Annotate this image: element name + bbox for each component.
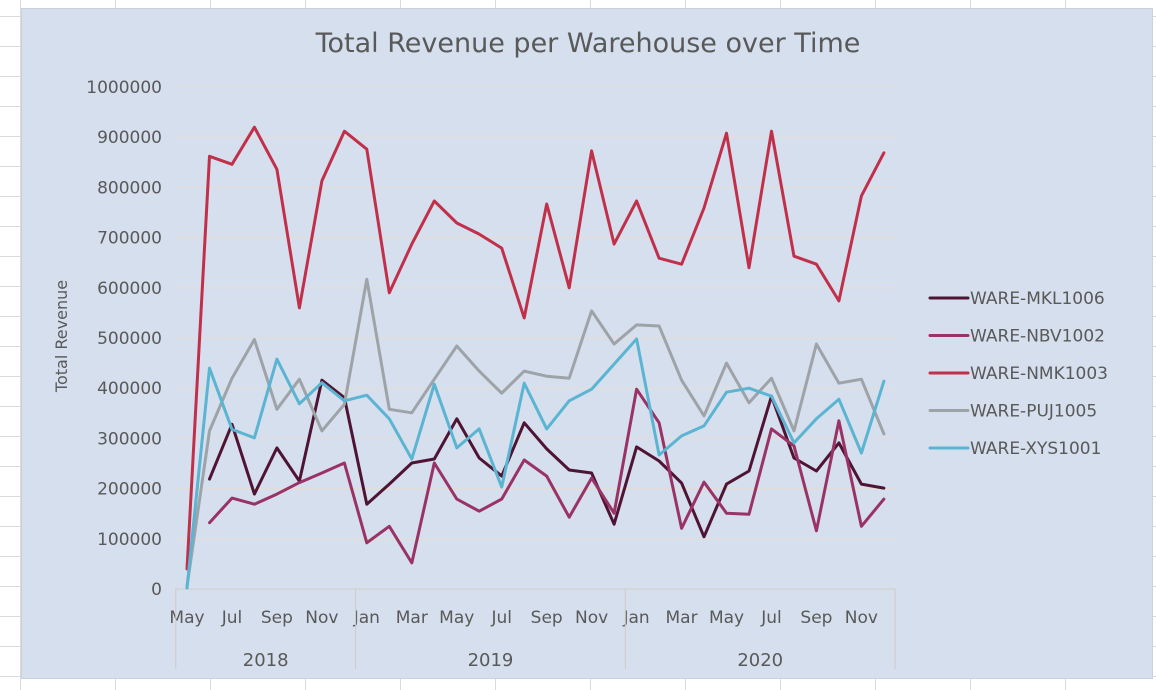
legend-label: WARE-NMK1003 [970, 364, 1108, 384]
legend-label: WARE-NBV1002 [970, 327, 1105, 347]
series-line-ware-puj1005 [185, 277, 886, 588]
y-tick-label: 700000 [97, 229, 162, 249]
gridlines [175, 86, 896, 540]
chart-area[interactable]: Total Revenue per Warehouse over Time To… [21, 8, 1153, 679]
legend-item[interactable]: WARE-NMK1003 [928, 364, 1108, 384]
x-tick-label: Jul [221, 608, 243, 628]
y-tick-label: 600000 [97, 279, 162, 299]
x-tick-label: Mar [396, 608, 428, 628]
legend-item[interactable]: WARE-NBV1002 [928, 327, 1105, 347]
series-lines [185, 125, 886, 590]
y-tick-label: 200000 [97, 480, 162, 500]
y-tick-label: 1000000 [86, 78, 162, 98]
x-tick-label: Sep [531, 608, 563, 628]
legend-label: WARE-XYS1001 [970, 439, 1101, 459]
legend-item[interactable]: WARE-MKL1006 [928, 289, 1105, 309]
x-tick-label: May [169, 608, 204, 628]
x-tick-label: Jan [622, 608, 649, 628]
legend-label: WARE-PUJ1005 [970, 402, 1097, 422]
x-tick-label: Nov [305, 608, 338, 628]
legend-item[interactable]: WARE-XYS1001 [928, 439, 1101, 459]
x-year-label: 2018 [243, 650, 289, 671]
x-tick-label: Sep [261, 608, 293, 628]
x-tick-label: Jul [760, 608, 782, 628]
y-tick-label: 100000 [97, 530, 162, 550]
y-tick-label: 300000 [97, 429, 162, 449]
line-chart: Total Revenue per Warehouse over Time To… [52, 28, 1108, 671]
x-tick-label: May [439, 608, 474, 628]
series-line-ware-nmk1003 [185, 125, 886, 571]
chart-title: Total Revenue per Warehouse over Time [315, 28, 861, 59]
y-tick-label: 500000 [97, 329, 162, 349]
legend: WARE-MKL1006 WARE-NBV1002 WARE-NMK1003 WARE… [928, 289, 1108, 459]
x-tick-label: Jan [353, 608, 380, 628]
series-line-ware-nbv1002 [208, 387, 886, 565]
x-tick-label: Nov [575, 608, 608, 628]
legend-label: WARE-MKL1006 [970, 289, 1105, 309]
y-tick-label: 400000 [97, 379, 162, 399]
x-year-label: 2020 [737, 650, 783, 671]
x-tick-label: Nov [845, 608, 878, 628]
y-tick-label: 800000 [97, 178, 162, 198]
x-axis: May Jul Sep Nov Jan Mar May Jul Sep Nov Jan Mar May J… [169, 588, 896, 671]
legend-item[interactable]: WARE-PUJ1005 [928, 402, 1097, 422]
x-tick-label: May [709, 608, 744, 628]
y-axis-ticks: 0 100000 200000 300000 400000 500000 600000 700… [86, 78, 162, 600]
x-year-label: 2019 [468, 650, 514, 671]
x-tick-label: Jul [490, 608, 512, 628]
y-axis-label: Total Revenue [52, 280, 71, 393]
x-tick-label: Mar [666, 608, 698, 628]
series-line-ware-xys1001 [185, 337, 886, 590]
y-tick-label: 900000 [97, 128, 162, 148]
x-tick-label: Sep [800, 608, 832, 628]
y-tick-label: 0 [151, 580, 162, 600]
